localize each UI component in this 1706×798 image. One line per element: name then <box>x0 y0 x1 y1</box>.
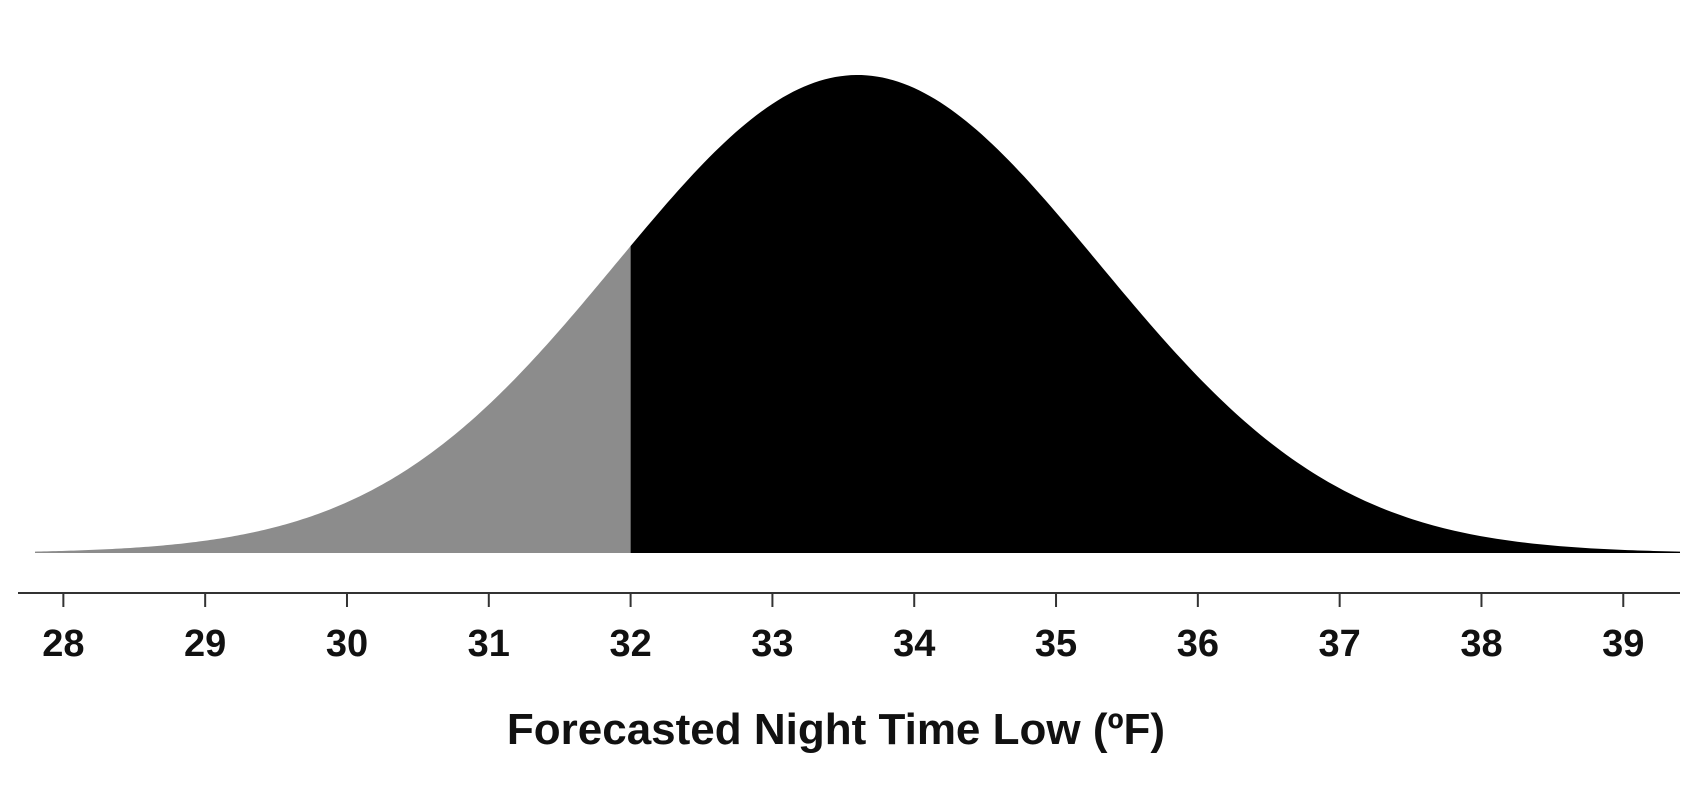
x-tick-label: 30 <box>326 623 368 665</box>
region-below-threshold <box>35 246 631 554</box>
x-axis-label: Forecasted Night Time Low (ºF) <box>507 705 1165 754</box>
x-tick-label: 32 <box>609 623 651 665</box>
x-tick-label: 36 <box>1177 623 1219 665</box>
x-tick-label: 38 <box>1460 623 1502 665</box>
x-tick-label: 37 <box>1319 623 1361 665</box>
x-tick-label: 39 <box>1602 623 1644 665</box>
region-above-threshold <box>630 75 1680 553</box>
x-tick-label: 28 <box>42 623 84 665</box>
x-tick-label: 34 <box>893 623 935 665</box>
x-axis-ticks: 28 29 30 31 32 33 34 35 36 37 38 39 <box>42 593 1644 665</box>
x-tick-label: 31 <box>468 623 510 665</box>
plot-area <box>35 75 1680 554</box>
x-tick-label: 33 <box>751 623 793 665</box>
x-tick-label: 35 <box>1035 623 1077 665</box>
x-tick-label: 29 <box>184 623 226 665</box>
